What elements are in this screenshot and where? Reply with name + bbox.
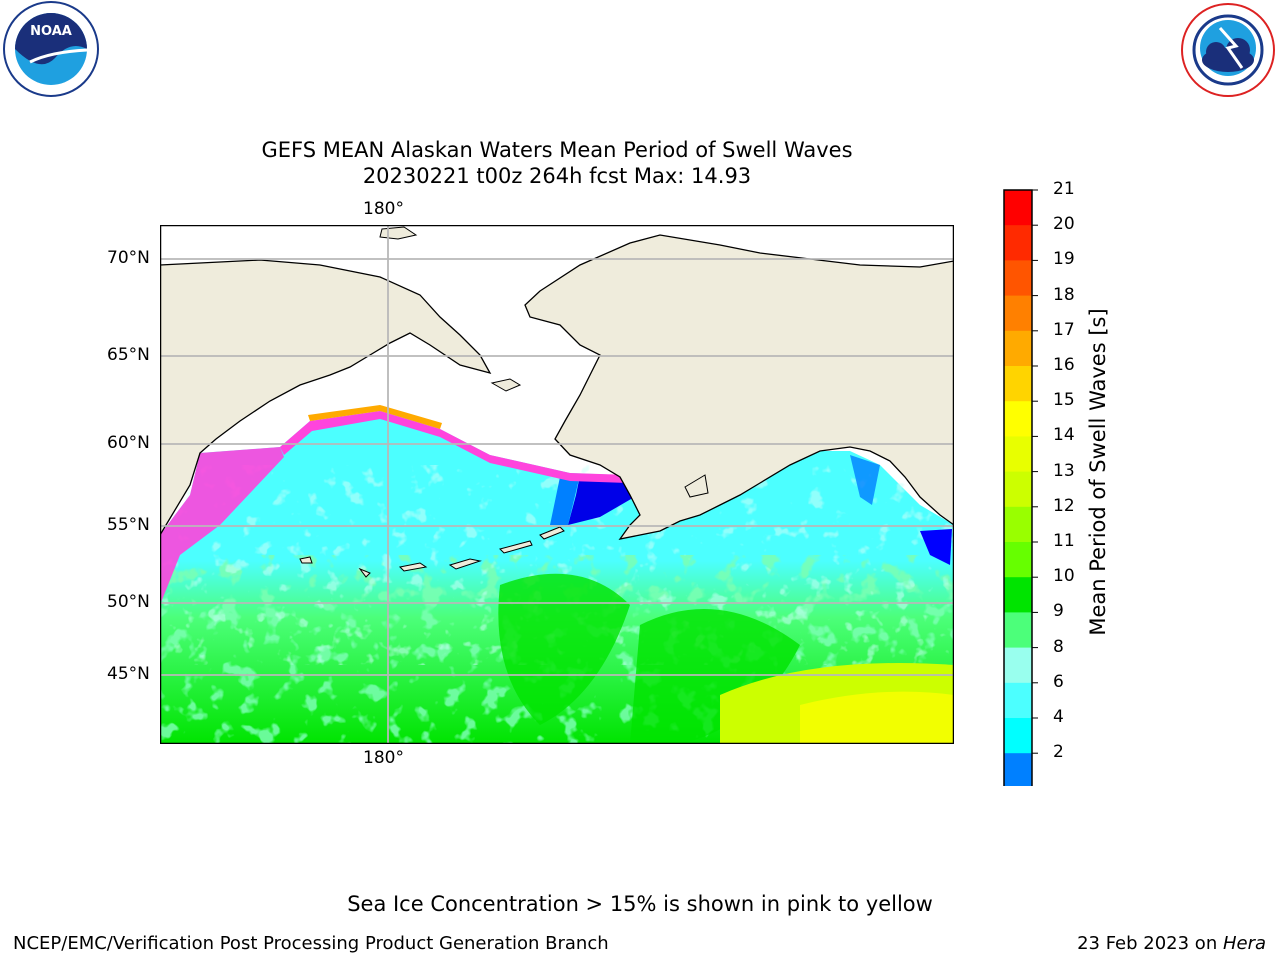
colorbar-tick-label: 10 (1053, 566, 1075, 587)
footer-machine: Hera (1222, 933, 1266, 954)
land-alaska (524, 234, 954, 540)
colorbar-segment (1004, 436, 1032, 473)
noaa-logo-text: NOAA (30, 24, 72, 39)
footer-right: 23 Feb 2023 on Hera (1077, 933, 1266, 954)
colorbar-segment (1004, 542, 1032, 578)
lat-label-50: 50°N (107, 592, 150, 612)
colorbar-tick-label: 18 (1053, 284, 1075, 305)
map-svg (159, 224, 955, 745)
aleutian-islands (299, 474, 709, 578)
lat-label-45: 45°N (107, 664, 150, 684)
colorbar-tick-labels: 21 20 19 18 17 16 15 14 13 12 11 10 9 8 6 4 2 (1053, 0, 1093, 960)
sea-ice-note: Sea Ice Concentration > 15% is shown in … (347, 892, 933, 916)
colorbar-tick-label: 20 (1053, 214, 1075, 235)
colorbar (1000, 186, 1060, 819)
nws-logo (1180, 2, 1276, 98)
colorbar-segment (1004, 612, 1032, 649)
chart-title: GEFS MEAN Alaskan Waters Mean Period of … (261, 138, 853, 162)
colorbar-tick-label: 13 (1053, 460, 1075, 481)
colorbar-tick-label: 15 (1053, 390, 1075, 411)
lon-label-top: 180° (363, 199, 404, 219)
colorbar-segment (1004, 682, 1032, 719)
graticule (160, 225, 954, 744)
colorbar-segment (1004, 753, 1032, 789)
colorbar-segment (1004, 401, 1032, 437)
colorbar-segment (1004, 260, 1032, 297)
colorbar-segment (1004, 718, 1032, 754)
lat-label-60: 60°N (107, 433, 150, 453)
colorbar-segment (1004, 330, 1032, 367)
lat-label-55: 55°N (107, 515, 150, 535)
colorbar-segment (1004, 225, 1032, 261)
map-panel (159, 224, 955, 745)
colorbar-segment (1004, 577, 1032, 613)
colorbar-tick-label: 16 (1053, 355, 1075, 375)
sea-ice-edge (280, 411, 630, 483)
colorbar-tick-label: 9 (1053, 601, 1064, 622)
colorbar-segment (1004, 190, 1032, 226)
colorbar-segment (1004, 647, 1032, 684)
lon-label-bottom: 180° (363, 748, 404, 768)
colorbar-label: Mean Period of Swell Waves [s] (1086, 308, 1110, 636)
colorbar-tick-label: 19 (1053, 249, 1075, 270)
colorbar-tick-label: 2 (1053, 742, 1064, 763)
colorbar-tick-label: 12 (1053, 495, 1075, 516)
colorbar-tick-label: 8 (1053, 636, 1064, 657)
colorbar-tick-label: 11 (1053, 531, 1075, 551)
colorbar-tick-label: 6 (1053, 671, 1064, 692)
land-siberia (160, 259, 492, 537)
noaa-logo: NOAA (0, 0, 104, 100)
colorbar-segment (1004, 295, 1032, 332)
colorbar-tick-label: 21 (1053, 179, 1075, 199)
colorbar-segment (1004, 506, 1032, 543)
colorbar-tick-label: 14 (1053, 425, 1075, 446)
colorbar-tick-label: 17 (1053, 319, 1075, 340)
colorbar-tick-label: 4 (1053, 707, 1064, 727)
colorbar-svg (1003, 189, 1038, 819)
colorbar-segment (1004, 471, 1032, 508)
lat-label-70: 70°N (107, 248, 150, 268)
chart-subtitle: 20230221 t00z 264h fcst Max: 14.93 (362, 164, 752, 188)
bristol-bay-low (568, 475, 638, 525)
colorbar-segment (1004, 366, 1032, 402)
footer-left: NCEP/EMC/Verification Post Processing Pr… (13, 933, 609, 954)
footer-date: 23 Feb 2023 on (1077, 933, 1223, 954)
lat-label-65: 65°N (107, 345, 150, 365)
